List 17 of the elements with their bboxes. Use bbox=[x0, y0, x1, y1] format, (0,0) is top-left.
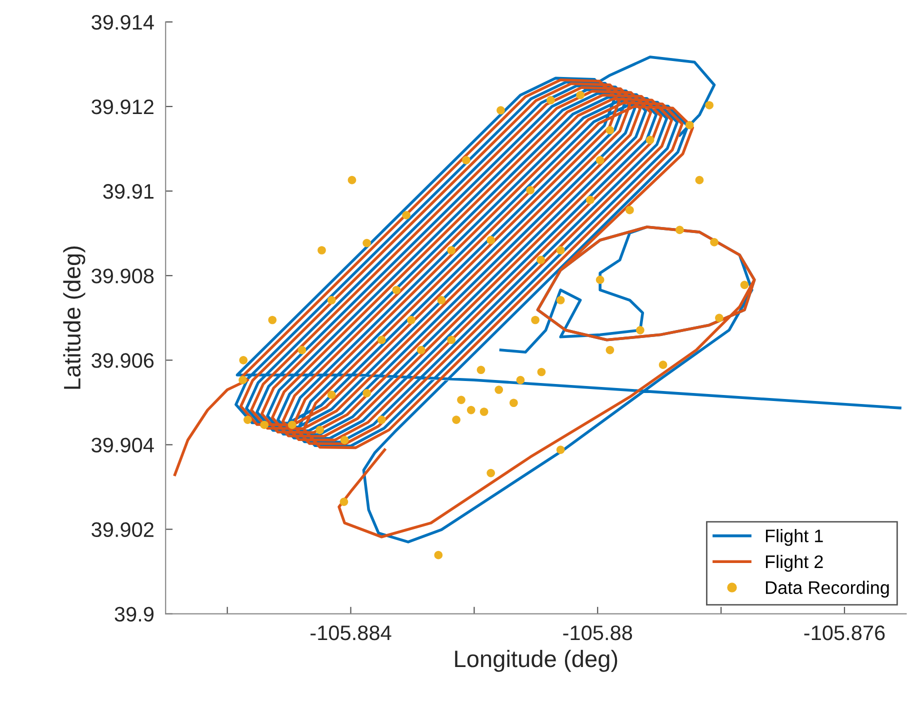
x-tick-label: -105.88 bbox=[563, 625, 632, 640]
x-tick-label: -105.884 bbox=[310, 625, 392, 640]
y-tick-label: 39.906 bbox=[92, 353, 154, 368]
legend-label: Flight 1 bbox=[766, 529, 823, 546]
y-tick-label: 39.91 bbox=[103, 184, 154, 199]
y-tick-label: 39.912 bbox=[92, 100, 154, 114]
x-tick-label: -105.876 bbox=[804, 625, 885, 640]
x-axis-title: Longitude (deg) bbox=[455, 650, 618, 672]
y-tick-label: 39.902 bbox=[92, 522, 154, 538]
y-tick-label: 39.904 bbox=[92, 438, 154, 452]
y-tick-label: 39.908 bbox=[92, 268, 154, 284]
y-tick-label: 39.9 bbox=[114, 606, 154, 622]
legend-label: Flight 2 bbox=[766, 554, 823, 572]
legend-label: Data Recording bbox=[766, 580, 889, 598]
line-series bbox=[173, 78, 756, 538]
y-tick-label: 39.914 bbox=[92, 14, 154, 30]
y-axis-title: Latitude (deg) bbox=[63, 246, 86, 389]
